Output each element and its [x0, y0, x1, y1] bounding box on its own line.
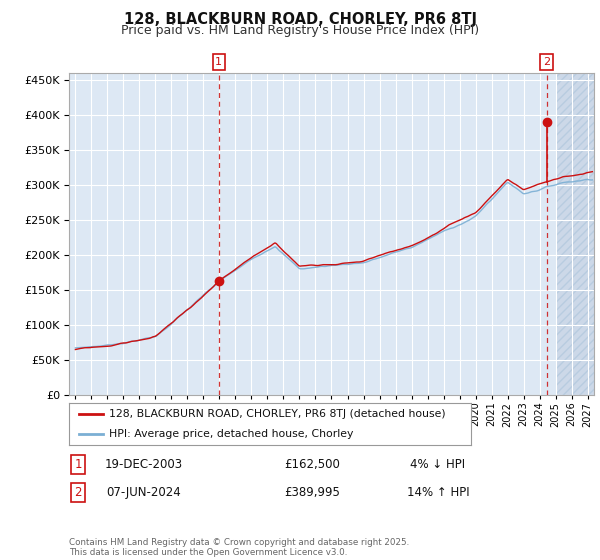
Text: £162,500: £162,500: [284, 458, 340, 471]
Text: Contains HM Land Registry data © Crown copyright and database right 2025.
This d: Contains HM Land Registry data © Crown c…: [69, 538, 409, 557]
Text: Price paid vs. HM Land Registry's House Price Index (HPI): Price paid vs. HM Land Registry's House …: [121, 24, 479, 36]
Text: 128, BLACKBURN ROAD, CHORLEY, PR6 8TJ (detached house): 128, BLACKBURN ROAD, CHORLEY, PR6 8TJ (d…: [109, 409, 446, 419]
Text: HPI: Average price, detached house, Chorley: HPI: Average price, detached house, Chor…: [109, 429, 353, 438]
Text: 2: 2: [543, 57, 550, 67]
Text: 1: 1: [215, 57, 223, 67]
Text: £389,995: £389,995: [284, 486, 340, 499]
Text: 19-DEC-2003: 19-DEC-2003: [105, 458, 183, 471]
Text: 1: 1: [74, 458, 82, 471]
Bar: [556, 73, 594, 395]
Text: 14% ↑ HPI: 14% ↑ HPI: [407, 486, 469, 499]
Text: 128, BLACKBURN ROAD, CHORLEY, PR6 8TJ: 128, BLACKBURN ROAD, CHORLEY, PR6 8TJ: [124, 12, 476, 27]
Bar: [556, 73, 594, 395]
Text: 4% ↓ HPI: 4% ↓ HPI: [410, 458, 466, 471]
Text: 07-JUN-2024: 07-JUN-2024: [107, 486, 181, 499]
Text: 2: 2: [74, 486, 82, 499]
